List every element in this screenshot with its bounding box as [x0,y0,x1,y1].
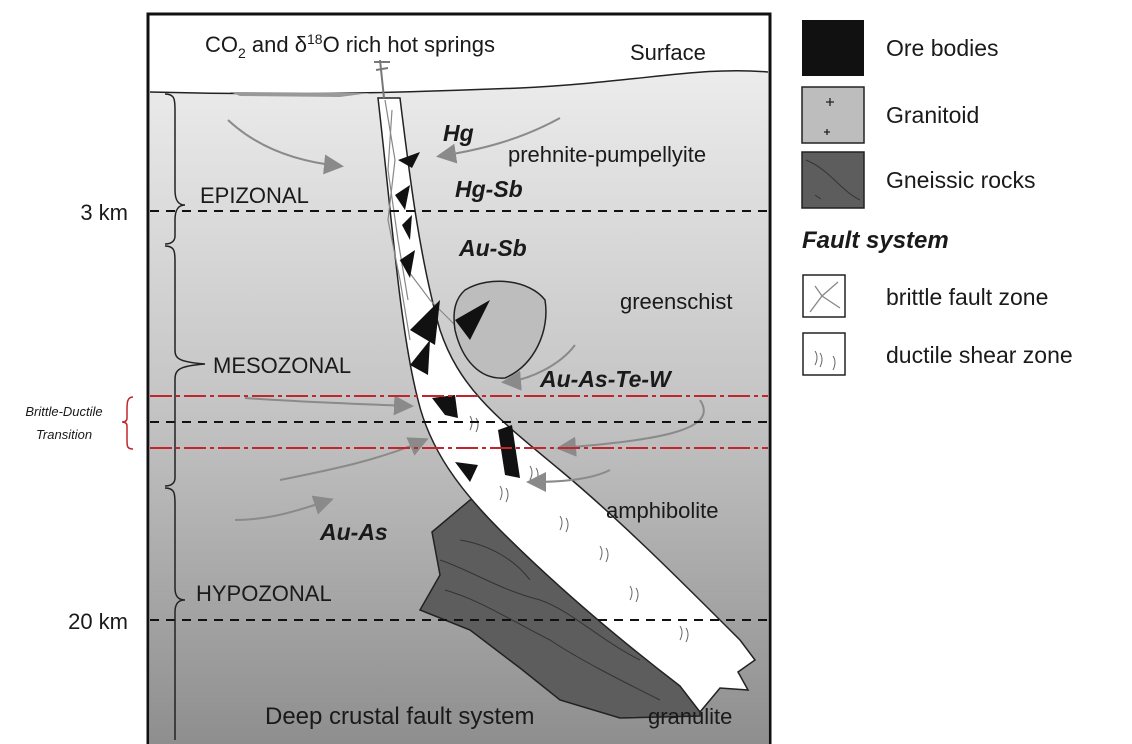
title-part: 2 [238,45,246,61]
zone-label: MESOZONAL [213,353,351,378]
deposit-label: Au-As-Te-W [539,366,673,392]
legend: Ore bodies Granitoid Gneissic rocks Faul… [802,20,1073,375]
title: CO2 and δ18O rich hot springs [205,31,495,61]
legend-swatch [802,20,864,76]
legend-swatch [802,87,864,143]
legend-label: Ore bodies [886,35,999,61]
fault-label: Deep crustal fault system [265,703,534,730]
title-part: CO [205,32,238,57]
deposit-label: Au-As [319,519,388,545]
legend-label: ductile shear zone [886,342,1073,368]
legend-label: brittle fault zone [886,284,1048,310]
depth-label: 3 km [80,200,128,225]
zone-label: HYPOZONAL [196,581,332,606]
transition-brace [122,397,133,449]
surface-label: Surface [630,40,706,65]
transition-label: Transition [36,427,92,442]
transition-label: Brittle-Ductile [25,404,102,419]
legend-label: Gneissic rocks [886,167,1036,193]
legend-swatch [803,333,845,375]
diagram: CO2 and δ18O rich hot springs Surface 3 … [0,0,1132,744]
depth-label: 20 km [68,609,128,634]
facies-label: greenschist [620,289,733,314]
facies-label: prehnite-pumpellyite [508,142,706,167]
title-part: and δ [246,32,307,57]
facies-label: granulite [648,704,732,729]
legend-heading: Fault system [802,227,949,254]
legend-swatch [802,152,864,208]
zone-label: EPIZONAL [200,183,309,208]
title-part: O rich hot springs [323,32,495,57]
legend-swatch [803,275,845,317]
title-part: 18 [307,31,323,47]
deposit-label: Hg [443,120,474,146]
deposit-label: Hg-Sb [455,176,523,202]
facies-label: amphibolite [606,498,719,523]
legend-label: Granitoid [886,102,979,128]
page: {"header": {"title": ["CO", "2", " and δ… [0,0,1132,744]
deposit-label: Au-Sb [458,235,527,261]
